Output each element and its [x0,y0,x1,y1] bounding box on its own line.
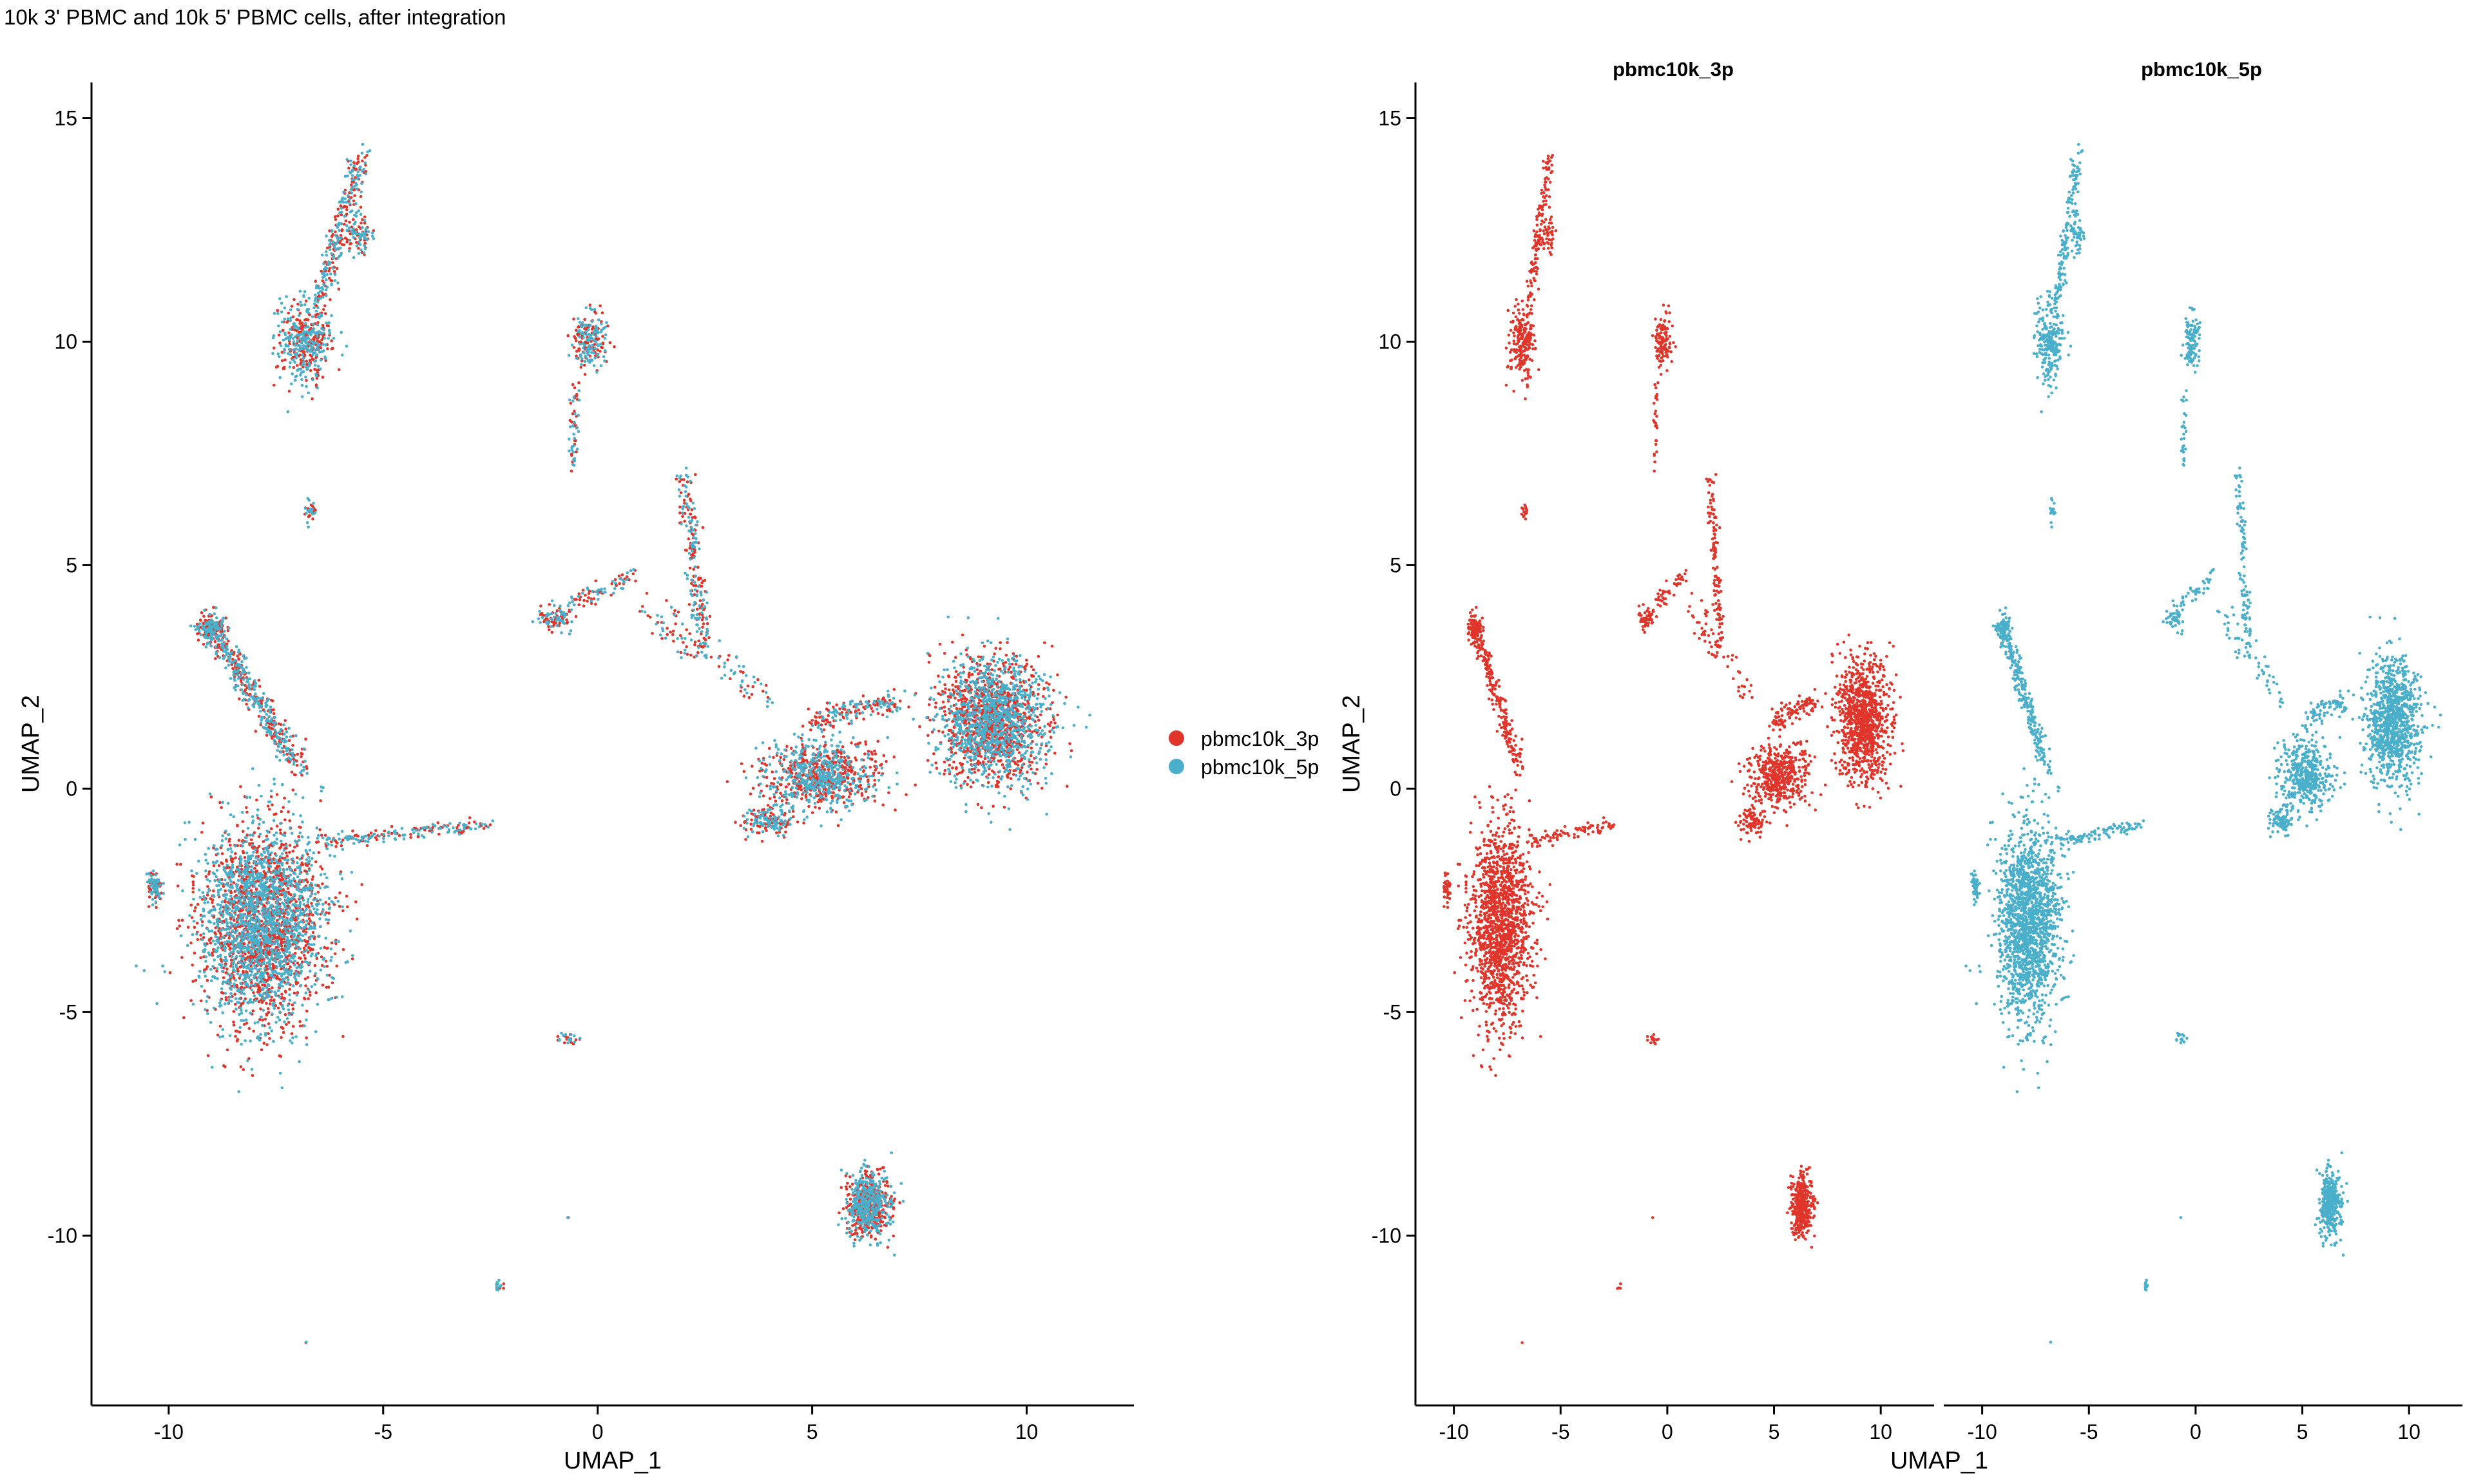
y-tick-label: -10 [48,1224,77,1247]
x-tick-label: -5 [374,1420,392,1443]
x-tick-label: -5 [1551,1420,1569,1443]
y-tick-label: 10 [54,330,77,353]
x-tick-label: 5 [1769,1420,1780,1443]
x-tick-label: -10 [1439,1420,1469,1443]
x-tick-label: 0 [592,1420,604,1443]
umap-panel-combined: -10 -5 0 5 10 -10 -5 0 5 10 15 UMAP_1 UMAP_2 [17,82,1134,1474]
facet-title-3p: pbmc10k_3p [1613,58,1734,81]
legend-label-5p: pbmc10k_5p [1201,756,1319,779]
x-axis-title-facets: UMAP_1 [1890,1447,1988,1474]
legend-label-3p: pbmc10k_3p [1201,727,1319,750]
x-tick-label: 10 [1869,1420,1892,1443]
x-tick-label: -10 [154,1420,184,1443]
y-tick-label: -10 [1372,1224,1401,1247]
x-tick-label: 0 [1662,1420,1673,1443]
axis-ticks-5p: -10 -5 0 5 10 [1968,1405,2421,1443]
legend-swatch-3p [1169,730,1184,746]
facet-title-5p: pbmc10k_5p [2141,58,2262,81]
y-axis-title: UMAP_2 [17,695,44,793]
umap-panel-5p: pbmc10k_5p -10 -5 0 5 10 UMAP_1 [1890,58,2462,1474]
x-axis-title: UMAP_1 [564,1447,662,1474]
y-tick-label: -5 [59,1000,77,1023]
x-tick-label: 10 [1015,1420,1039,1443]
scatter-points-combined [135,142,1091,1344]
points-pbmc10k-5p [1964,142,2442,1344]
y-tick-label: 10 [1378,330,1401,353]
y-tick-label: -5 [1383,1000,1401,1023]
axis-ticks-3p: -10 -5 0 5 10 -10 -5 0 5 10 15 [1372,107,1892,1443]
y-tick-label: 5 [1390,553,1401,576]
axis-ticks-combined: -10 -5 0 5 10 -10 -5 0 5 10 15 [48,107,1039,1443]
y-axis-title-facets: UMAP_2 [1338,695,1365,793]
x-tick-label: -5 [2080,1420,2098,1443]
scatter-points-3p [1443,154,1905,1344]
y-tick-label: 0 [1390,777,1401,800]
x-tick-label: 5 [807,1420,818,1443]
scatter-points-5p [1964,142,2442,1344]
figure-title: 10k 3' PBMC and 10k 5' PBMC cells, after… [4,5,506,29]
points-pbmc10k-3p [1443,154,1905,1344]
x-tick-label: 5 [2297,1420,2308,1443]
y-tick-label: 0 [66,777,77,800]
y-tick-label: 15 [54,107,77,130]
points-pbmc10k-5p [135,142,1091,1344]
x-tick-label: -10 [1968,1420,1997,1443]
x-tick-label: 10 [2397,1420,2421,1443]
legend: pbmc10k_3p pbmc10k_5p [1169,727,1319,779]
y-tick-label: 15 [1378,107,1401,130]
y-tick-label: 5 [66,553,77,576]
umap-panel-3p: pbmc10k_3p -10 -5 0 5 10 -10 -5 0 5 10 15 UMAP_2 [1338,58,1934,1443]
x-tick-label: 0 [2190,1420,2201,1443]
legend-swatch-5p [1169,759,1184,774]
